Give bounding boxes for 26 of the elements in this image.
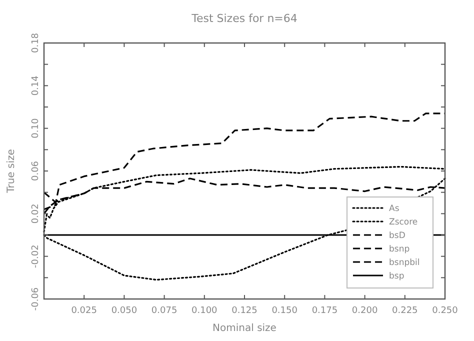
- x-tick-label: 0.250: [432, 306, 458, 316]
- y-tick-label: -0.06: [31, 287, 41, 311]
- legend-label: bsp: [389, 272, 404, 282]
- x-tick-label: 0.125: [232, 306, 258, 316]
- chart-title: Test Sizes for n=64: [190, 12, 298, 25]
- legend-label: bsnp: [389, 244, 410, 254]
- y-axis-title: True size: [6, 149, 17, 194]
- x-tick-label: 0.075: [151, 306, 178, 316]
- legend-label: As: [389, 204, 400, 214]
- x-tick-label: 0.225: [392, 306, 418, 316]
- legend-label: bsnpbil: [389, 258, 420, 268]
- y-tick-label: 0.10: [31, 118, 41, 138]
- y-tick-label: 0.02: [31, 204, 41, 224]
- x-tick-label: 0.200: [352, 306, 378, 316]
- x-tick-label: 0.050: [111, 306, 138, 316]
- y-tick-label: 0.18: [31, 32, 41, 54]
- x-tick-label: 0.175: [312, 306, 338, 316]
- legend-label: Zscore: [389, 218, 418, 228]
- x-tick-label: 0.150: [272, 306, 298, 316]
- y-tick-label: 0.06: [31, 160, 41, 182]
- x-tick-label: 0.025: [71, 306, 97, 316]
- y-tick-label: -0.02: [31, 244, 41, 268]
- legend-label: bsD: [389, 231, 406, 241]
- x-tick-label: 0.100: [192, 306, 218, 316]
- y-tick-label: 0.14: [31, 75, 41, 96]
- x-axis-title: Nominal size: [212, 323, 276, 334]
